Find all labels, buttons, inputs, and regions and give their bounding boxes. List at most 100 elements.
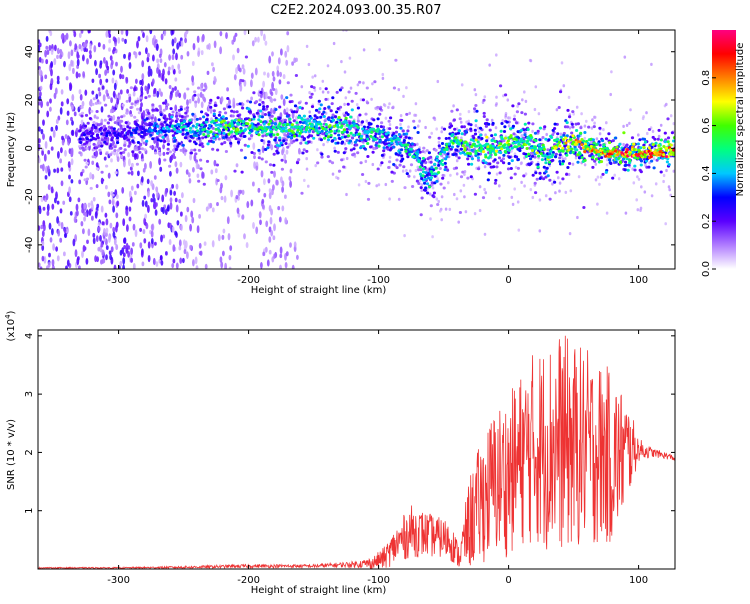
spectrogram-ridge-cell (663, 140, 668, 144)
spectrogram-ridge-cell (376, 127, 380, 131)
spectrogram-speck (435, 127, 439, 131)
spectrogram-speck (326, 64, 330, 68)
spectrogram-ridge-cell (319, 138, 323, 142)
spectrogram-ridge-cell (224, 127, 228, 131)
spectrogram-ridge-cell (493, 181, 497, 185)
spectrogram-ridge-cell (446, 152, 450, 156)
spectrogram-ridge-cell (337, 129, 341, 133)
spectrogram-speck (141, 60, 145, 68)
spectrogram-ridge-cell (526, 139, 530, 143)
spectrogram-ridge-cell (258, 103, 262, 107)
spectrogram-ridge-cell (328, 159, 332, 163)
spectrogram-speck (622, 142, 625, 147)
spectrogram-ridge-cell (323, 107, 327, 110)
spectrogram-ridge-cell (315, 116, 319, 120)
spectrogram-ridge-cell (177, 142, 181, 146)
spectrogram-speck (273, 170, 276, 178)
spectrogram-ridge-cell (356, 151, 360, 155)
spectrogram-ridge-cell (194, 142, 198, 146)
spectrogram-speck (82, 228, 85, 235)
spectrogram-ridge-cell (243, 143, 247, 147)
spectrogram-ridge-cell (662, 153, 666, 157)
spectrogram-ridge-cell (632, 154, 636, 157)
spectrogram-speck (38, 39, 41, 44)
spectrogram-speck (220, 182, 223, 189)
spectrogram-ridge-cell (647, 149, 651, 153)
spectrogram-ridge-cell (441, 176, 445, 180)
spectrogram-ridge-cell (398, 151, 402, 155)
spectrogram-speck (594, 162, 598, 166)
spectrogram-ridge-cell (290, 125, 294, 129)
spectrogram-speck (580, 112, 583, 116)
spectrogram-speck (195, 265, 199, 269)
spectrogram-speck (91, 78, 95, 84)
spectrogram-speck (583, 163, 587, 167)
spectrogram-speck (64, 233, 67, 238)
spectrogram-ridge-cell (289, 93, 293, 97)
spectrogram-speck (133, 87, 136, 92)
spectrogram-ridge-cell (259, 120, 263, 124)
spectrogram-ridge-cell (600, 156, 604, 160)
spectrogram-ridge-cell (261, 107, 266, 111)
spectrogram-ridge-cell (424, 177, 428, 181)
spectrogram-ridge-cell (473, 132, 478, 136)
spectrogram-speck (59, 158, 62, 164)
spectrogram-speck (81, 207, 84, 214)
spectrogram-ridge-cell (222, 136, 226, 140)
spectrogram-ridge-cell (470, 157, 474, 161)
spectrogram-ridge-cell (529, 162, 533, 166)
spectrogram-ridge-cell (96, 136, 100, 140)
spectrogram-speck (669, 193, 672, 197)
spectrogram-ridge-cell (83, 178, 87, 182)
spectrogram-ridge-cell (369, 134, 373, 138)
spectrogram-ridge-cell (405, 112, 409, 116)
spectrogram-ridge-cell (340, 158, 344, 162)
spectrogram-ridge-cell (361, 98, 365, 102)
spectrogram-ridge-cell (665, 146, 669, 150)
spectrogram-ridge-cell (626, 168, 630, 172)
spectrogram-ridge-cell (179, 107, 183, 111)
spectrogram-ridge-cell (124, 121, 128, 125)
spectrogram-speck (194, 256, 198, 265)
spectrogram-ridge-cell (450, 109, 454, 113)
spectrogram-ridge-cell (171, 110, 175, 114)
spectrogram-speck (477, 130, 481, 134)
spectrogram-speck (473, 212, 477, 216)
spectrogram-speck (122, 257, 126, 265)
spectrogram-ridge-cell (102, 124, 106, 128)
spectrogram-speck (72, 67, 75, 75)
spectrogram-ridge-cell (617, 156, 621, 160)
spectrogram-ridge-cell (195, 117, 199, 121)
spectrogram-ridge-cell (535, 177, 539, 181)
spectrogram-speck (200, 50, 204, 56)
spectrogram-speck (68, 63, 72, 72)
spectrogram-ridge-cell (87, 143, 91, 147)
spectrogram-ridge-cell (185, 106, 190, 110)
spectrogram-speck (277, 57, 281, 65)
spectrogram-ridge-cell (267, 140, 271, 144)
spectrogram-ridge-cell (230, 109, 234, 113)
spectrogram-speck (94, 59, 97, 67)
spectrogram-speck (139, 242, 143, 249)
spectrogram-ridge-cell (417, 182, 421, 185)
spectrogram-ridge-cell (101, 178, 105, 182)
spectrogram-ridge-cell (209, 136, 214, 140)
spectrogram-ridge-cell (323, 119, 327, 123)
spectrogram-ridge-cell (286, 145, 290, 149)
spectrogram-speck (54, 44, 57, 52)
spectrogram-speck (160, 260, 164, 266)
spectrogram-speck (45, 35, 49, 42)
spectrogram-speck (349, 86, 353, 90)
spectrogram-ridge-cell (181, 132, 185, 136)
spectrogram-ridge-cell (476, 158, 481, 162)
spectrogram-speck (100, 259, 103, 265)
spectrogram-ridge-cell (472, 142, 476, 146)
spectrogram-speck (531, 195, 535, 200)
spectrogram-ridge-cell (499, 129, 503, 133)
spectrogram-speck (307, 62, 311, 67)
spectrogram-ridge-cell (145, 117, 149, 121)
spectrogram-ridge-cell (529, 157, 533, 161)
spectrogram-speck (251, 40, 255, 47)
spectrogram-ridge-cell (156, 138, 160, 142)
spectrogram-ridge-cell (659, 170, 663, 174)
